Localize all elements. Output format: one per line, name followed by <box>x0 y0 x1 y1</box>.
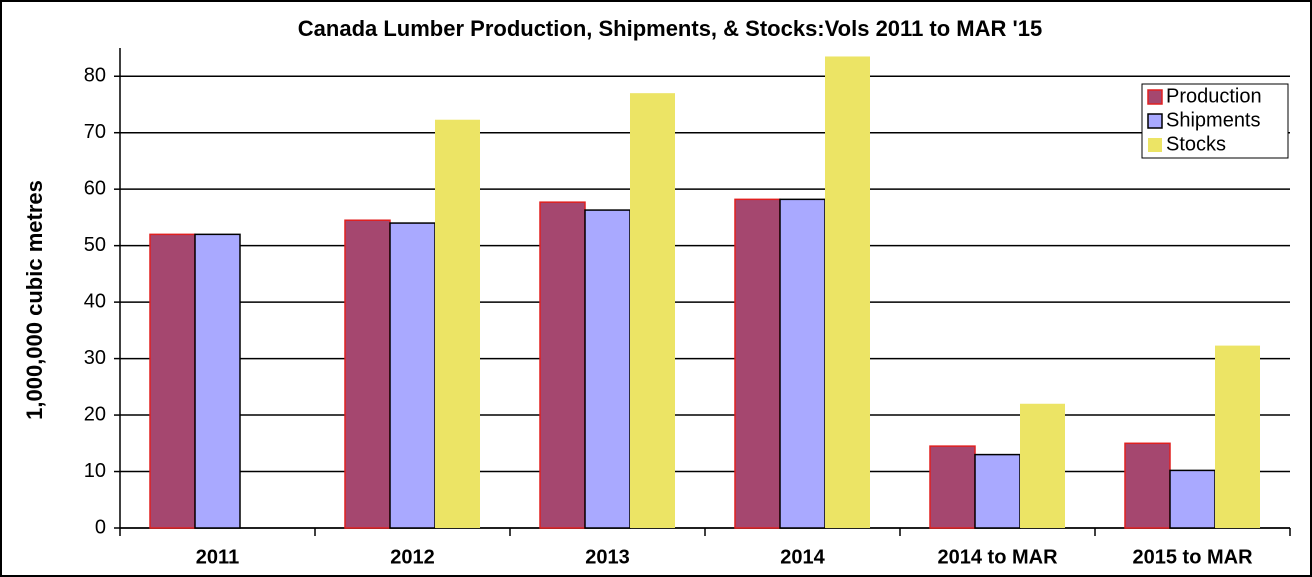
bar <box>389 222 436 529</box>
x-tick-label: 2012 <box>390 546 435 568</box>
y-axis-label: 1,000,000 cubic metres <box>22 180 47 420</box>
legend-label: Stocks <box>1166 133 1226 155</box>
bar <box>1169 469 1216 529</box>
bar <box>344 219 391 529</box>
y-tick-label: 40 <box>84 290 106 312</box>
bar <box>974 453 1021 529</box>
legend-swatch <box>1147 89 1163 105</box>
y-tick-label: 10 <box>84 460 106 482</box>
bar <box>194 233 241 529</box>
bar <box>825 56 870 529</box>
bar <box>1215 345 1260 528</box>
bar <box>929 445 976 529</box>
bar <box>539 201 586 529</box>
legend-box <box>1141 83 1289 159</box>
x-tick-label: 2014 <box>780 546 825 568</box>
bar <box>584 209 631 529</box>
legend-swatch <box>1147 113 1163 129</box>
y-tick-label: 70 <box>84 121 106 143</box>
y-tick-label: 30 <box>84 347 106 369</box>
bar <box>630 93 675 529</box>
y-tick-label: 20 <box>84 403 106 425</box>
x-tick-label: 2013 <box>585 546 630 568</box>
bar <box>779 198 826 529</box>
y-tick-label: 50 <box>84 234 106 256</box>
y-tick-label: 60 <box>84 177 106 199</box>
y-tick-label: 0 <box>95 516 106 538</box>
legend-swatch <box>1148 138 1162 152</box>
x-tick-label: 2014 to MAR <box>937 546 1058 568</box>
y-tick-label: 80 <box>84 65 106 87</box>
bar <box>149 233 196 529</box>
bar <box>435 119 480 528</box>
bar <box>734 198 781 529</box>
x-tick-label: 2015 to MAR <box>1132 546 1253 568</box>
bar <box>1124 442 1171 529</box>
legend-label: Shipments <box>1166 109 1261 131</box>
legend-label: Production <box>1166 85 1262 107</box>
bar <box>1020 403 1065 528</box>
x-tick-label: 2011 <box>196 546 239 568</box>
chart-title: Canada Lumber Production, Shipments, & S… <box>298 16 1042 41</box>
